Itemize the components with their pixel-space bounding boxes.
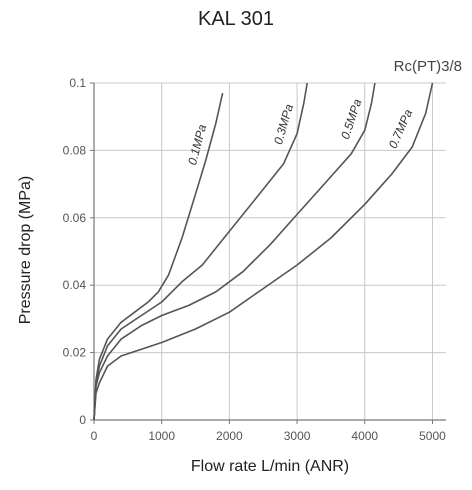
series-line [93,82,376,421]
y-tick-label: 0.04 [63,278,87,292]
chart-title: KAL 301 [198,8,274,30]
x-tick-label: 2000 [216,429,243,443]
x-tick-label: 1000 [148,429,175,443]
x-axis-label: Flow rate L/min (ANR) [190,458,350,475]
series-line [93,92,224,421]
chart-subtitle: Rc(PT)3/8 [393,58,462,75]
series-label: 0.5MPa [338,97,365,141]
y-tick-label: 0.1 [69,76,86,90]
series-line [93,82,308,421]
x-tick-label: 4000 [351,429,378,443]
y-tick-label: 0 [79,413,86,427]
y-tick-label: 0.08 [63,143,87,157]
series-label: 0.3MPa [271,102,296,146]
x-tick-label: 3000 [284,429,311,443]
x-tick-label: 5000 [419,429,446,443]
series-label: 0.7MPa [386,107,416,151]
y-tick-label: 0.06 [63,211,87,225]
y-tick-label: 0.02 [63,346,87,360]
x-tick-label: 0 [91,429,98,443]
series-line [93,82,434,421]
